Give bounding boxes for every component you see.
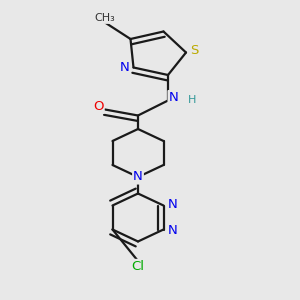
Text: N: N <box>120 61 130 74</box>
Text: N: N <box>133 170 143 184</box>
Text: N: N <box>168 224 177 238</box>
Text: H: H <box>188 94 196 105</box>
Text: CH₃: CH₃ <box>94 13 116 23</box>
Text: O: O <box>93 100 104 113</box>
Text: N: N <box>168 197 177 211</box>
Text: N: N <box>169 91 178 104</box>
Text: S: S <box>190 44 199 58</box>
Text: Cl: Cl <box>131 260 145 273</box>
